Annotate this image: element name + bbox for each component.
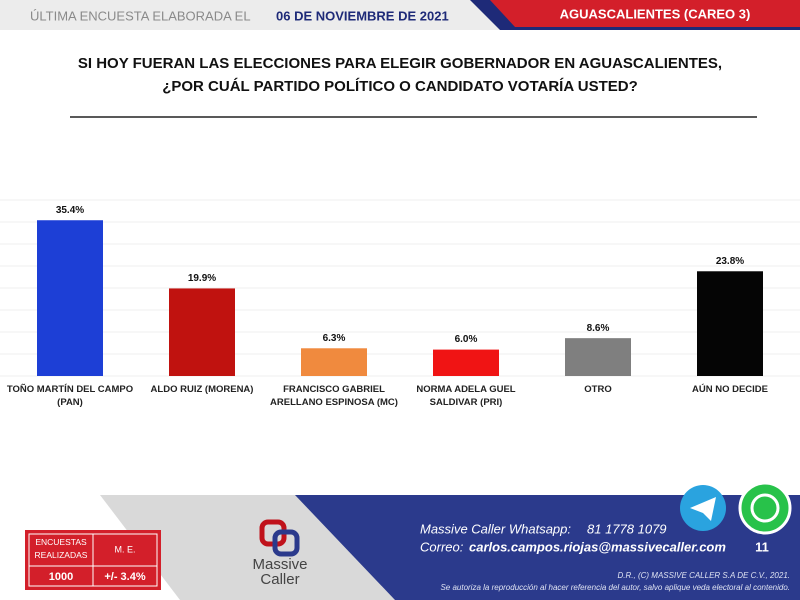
email-label: Correo:: [420, 539, 464, 554]
bar: [301, 348, 367, 376]
header-date: 06 DE NOVIEMBRE DE 2021: [276, 8, 449, 23]
email: carlos.campos.riojas@massivecaller.com: [469, 539, 726, 554]
page-number: 11: [755, 539, 769, 554]
table-header: ENCUESTAS REALIZADAS: [34, 537, 88, 560]
category-label: TOÑO MARTÍN DEL CAMPO (PAN): [6, 384, 134, 408]
whatsapp-glyph: [750, 493, 780, 523]
whatsapp-label: Massive Caller Whatsapp:: [420, 521, 571, 536]
whatsapp-number: 81 1778 1079: [587, 521, 667, 536]
value-label: 6.3%: [323, 333, 346, 344]
table-row-box: [28, 565, 158, 587]
category-label: FRANCISCO GABRIEL ARELLANO ESPINOSA (MC): [270, 384, 398, 408]
header-region: AGUASCALIENTES (CAREO 3): [560, 6, 751, 21]
bar: [697, 271, 763, 376]
footer-blue-panel: [295, 495, 800, 600]
notice: Se autoriza la reproducción al hacer ref…: [440, 583, 790, 592]
table-cell: 1000: [49, 571, 73, 583]
value-label: 35.4%: [56, 205, 84, 216]
category-label: ALDO RUIZ (MORENA): [150, 384, 254, 395]
value-label: 19.9%: [188, 273, 216, 284]
copyright: D.R., (C) MASSIVE CALLER S.A DE C.V., 20…: [618, 571, 791, 580]
bar: [565, 338, 631, 376]
value-label: 23.8%: [716, 256, 744, 267]
whatsapp-icon: [738, 481, 792, 535]
bar: [37, 220, 103, 376]
telegram-glyph: [690, 497, 716, 521]
value-label: 8.6%: [587, 323, 610, 334]
table-cell: +/- 3.4%: [104, 571, 145, 583]
chart-title: SI HOY FUERAN LAS ELECCIONES PARA ELEGIR…: [77, 55, 723, 95]
bar: [433, 349, 499, 376]
top-red-tab: [490, 0, 800, 27]
logo-mark: [272, 529, 300, 557]
table-header: M. E.: [114, 544, 135, 554]
category-label: OTRO: [584, 384, 612, 395]
header-prefix: ÚLTIMA ENCUESTA ELABORADA EL: [30, 8, 251, 23]
value-label: 6.0%: [455, 334, 478, 345]
bar: [169, 288, 235, 376]
category-label: AÚN NO DECIDE: [691, 384, 768, 395]
category-label: NORMA ADELA GUEL SALDIVAR (PRI): [416, 384, 516, 408]
logo-text: Massive Caller: [252, 556, 308, 588]
